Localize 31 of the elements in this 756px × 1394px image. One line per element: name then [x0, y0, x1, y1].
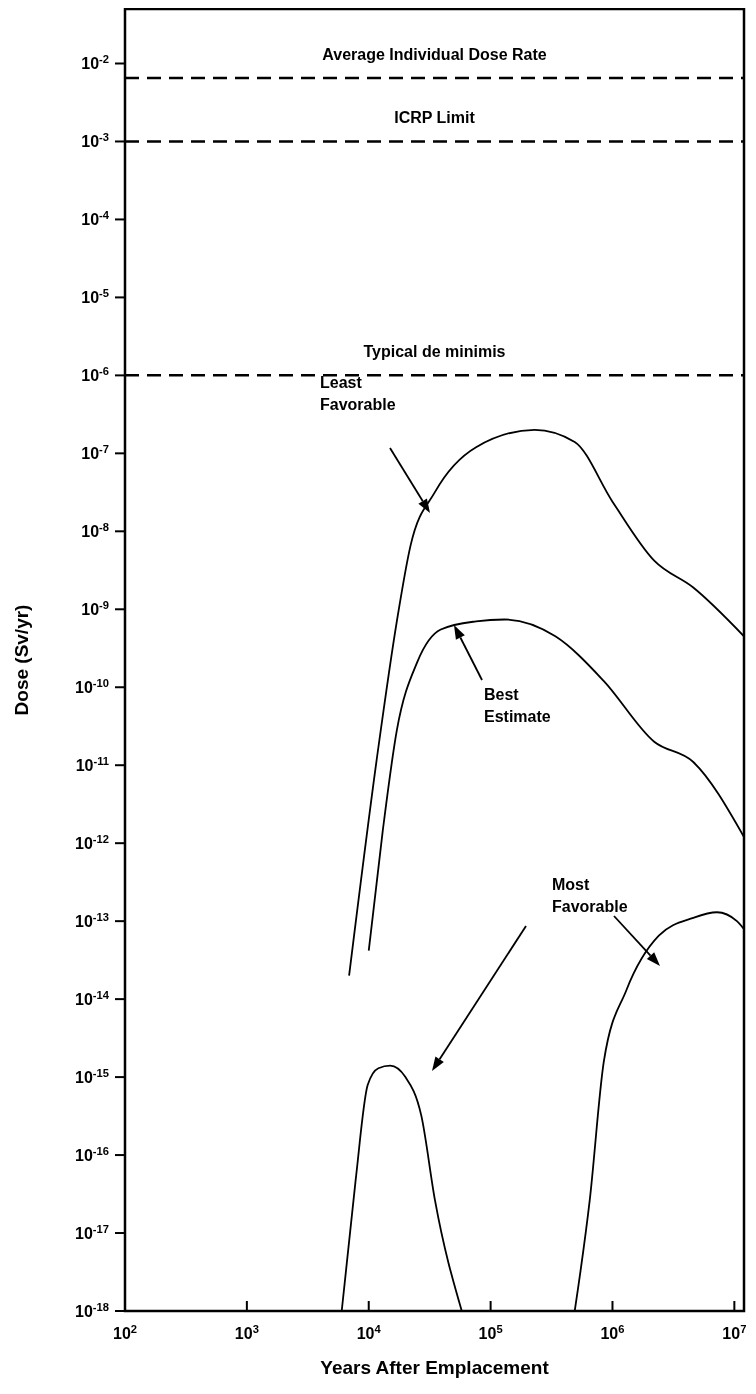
y-tick-label: 10$^{-10}$	[75, 677, 109, 697]
y-tick-label: 10$^{-16}$	[75, 1145, 109, 1165]
x-tick-label: 10$^{3}$	[234, 1323, 259, 1342]
x-tick-label: 10$^{4}$	[356, 1323, 382, 1342]
y-tick-label: 10$^{-17}$	[75, 1223, 109, 1243]
x-tick-label: 10$^{6}$	[600, 1323, 625, 1342]
y-tick-label: 10$^{-6}$	[81, 365, 109, 385]
x-tick-label: 10$^{7}$	[722, 1323, 747, 1342]
y-tick-label: 10$^{-14}$	[75, 989, 110, 1009]
y-tick-label: 10$^{-3}$	[81, 131, 109, 151]
annotation: Best Estimate	[484, 686, 551, 725]
y-axis-title: Dose (Sv/yr)	[11, 604, 32, 716]
y-tick-label: 10$^{-5}$	[81, 287, 109, 307]
y-tick-label: 10$^{-15}$	[75, 1067, 109, 1087]
y-tick-label: 10$^{-11}$	[75, 755, 109, 775]
y-tick-label: 10$^{-2}$	[81, 53, 109, 73]
x-tick-label: 10$^{2}$	[112, 1323, 138, 1342]
y-tick-label: 10$^{-12}$	[75, 833, 109, 853]
y-tick-label: 10$^{-7}$	[81, 443, 109, 463]
annotation: Least Favorable	[320, 374, 396, 413]
x-tick-label: 10$^{5}$	[478, 1323, 503, 1342]
ref-line-label: Typical de minimis	[363, 343, 506, 361]
y-tick-label: 10$^{-8}$	[81, 521, 109, 541]
y-tick-label: 10$^{-9}$	[81, 599, 109, 619]
ref-line-label: ICRP Limit	[394, 109, 476, 127]
annotation: Most Favorable	[552, 876, 628, 915]
x-axis-title: Years After Emplacement	[320, 1357, 550, 1378]
y-tick-label: 10$^{-13}$	[75, 911, 109, 931]
y-tick-label: 10$^{-18}$	[75, 1301, 109, 1320]
y-tick-label: 10$^{-4}$	[81, 209, 110, 229]
ref-line-label: Average Individual Dose Rate	[322, 46, 547, 64]
